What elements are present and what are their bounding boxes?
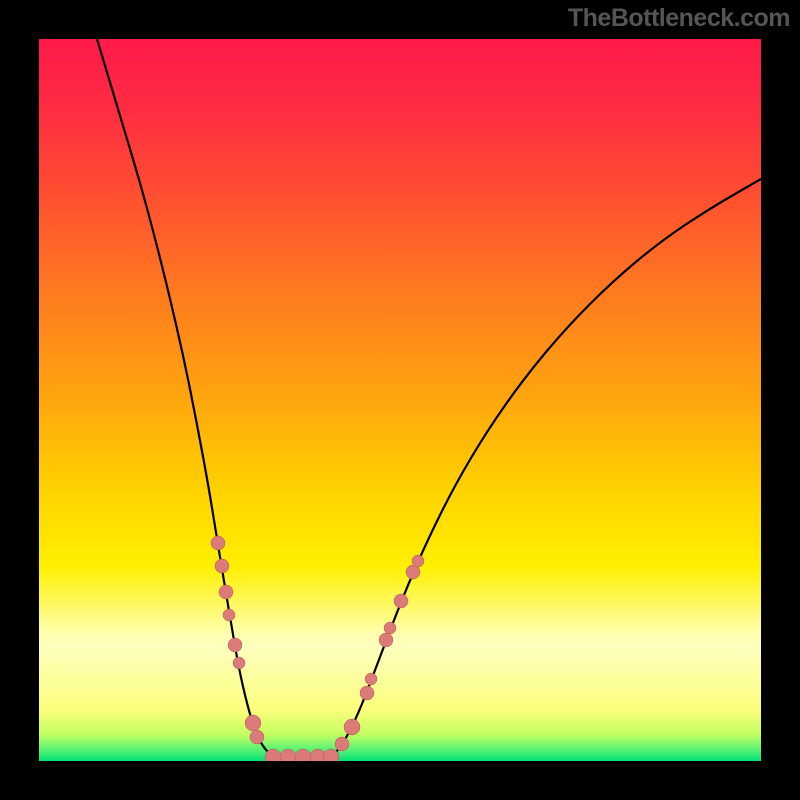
data-marker xyxy=(245,715,261,731)
data-marker xyxy=(412,555,424,567)
plot-svg xyxy=(39,39,761,761)
data-marker xyxy=(384,622,396,634)
gradient-background xyxy=(39,39,761,761)
data-marker xyxy=(365,673,377,685)
watermark-text: TheBottleneck.com xyxy=(568,4,790,33)
data-marker xyxy=(250,730,264,744)
data-marker xyxy=(219,585,233,599)
data-marker xyxy=(379,633,393,647)
data-marker xyxy=(228,638,242,652)
data-marker xyxy=(344,719,360,735)
data-marker xyxy=(394,594,408,608)
data-marker xyxy=(335,737,349,751)
plot-area xyxy=(39,39,761,761)
data-marker xyxy=(360,686,374,700)
data-marker xyxy=(215,559,229,573)
data-marker xyxy=(233,657,245,669)
data-marker xyxy=(211,536,225,550)
data-marker xyxy=(223,609,235,621)
chart-root: TheBottleneck.com xyxy=(0,0,800,800)
